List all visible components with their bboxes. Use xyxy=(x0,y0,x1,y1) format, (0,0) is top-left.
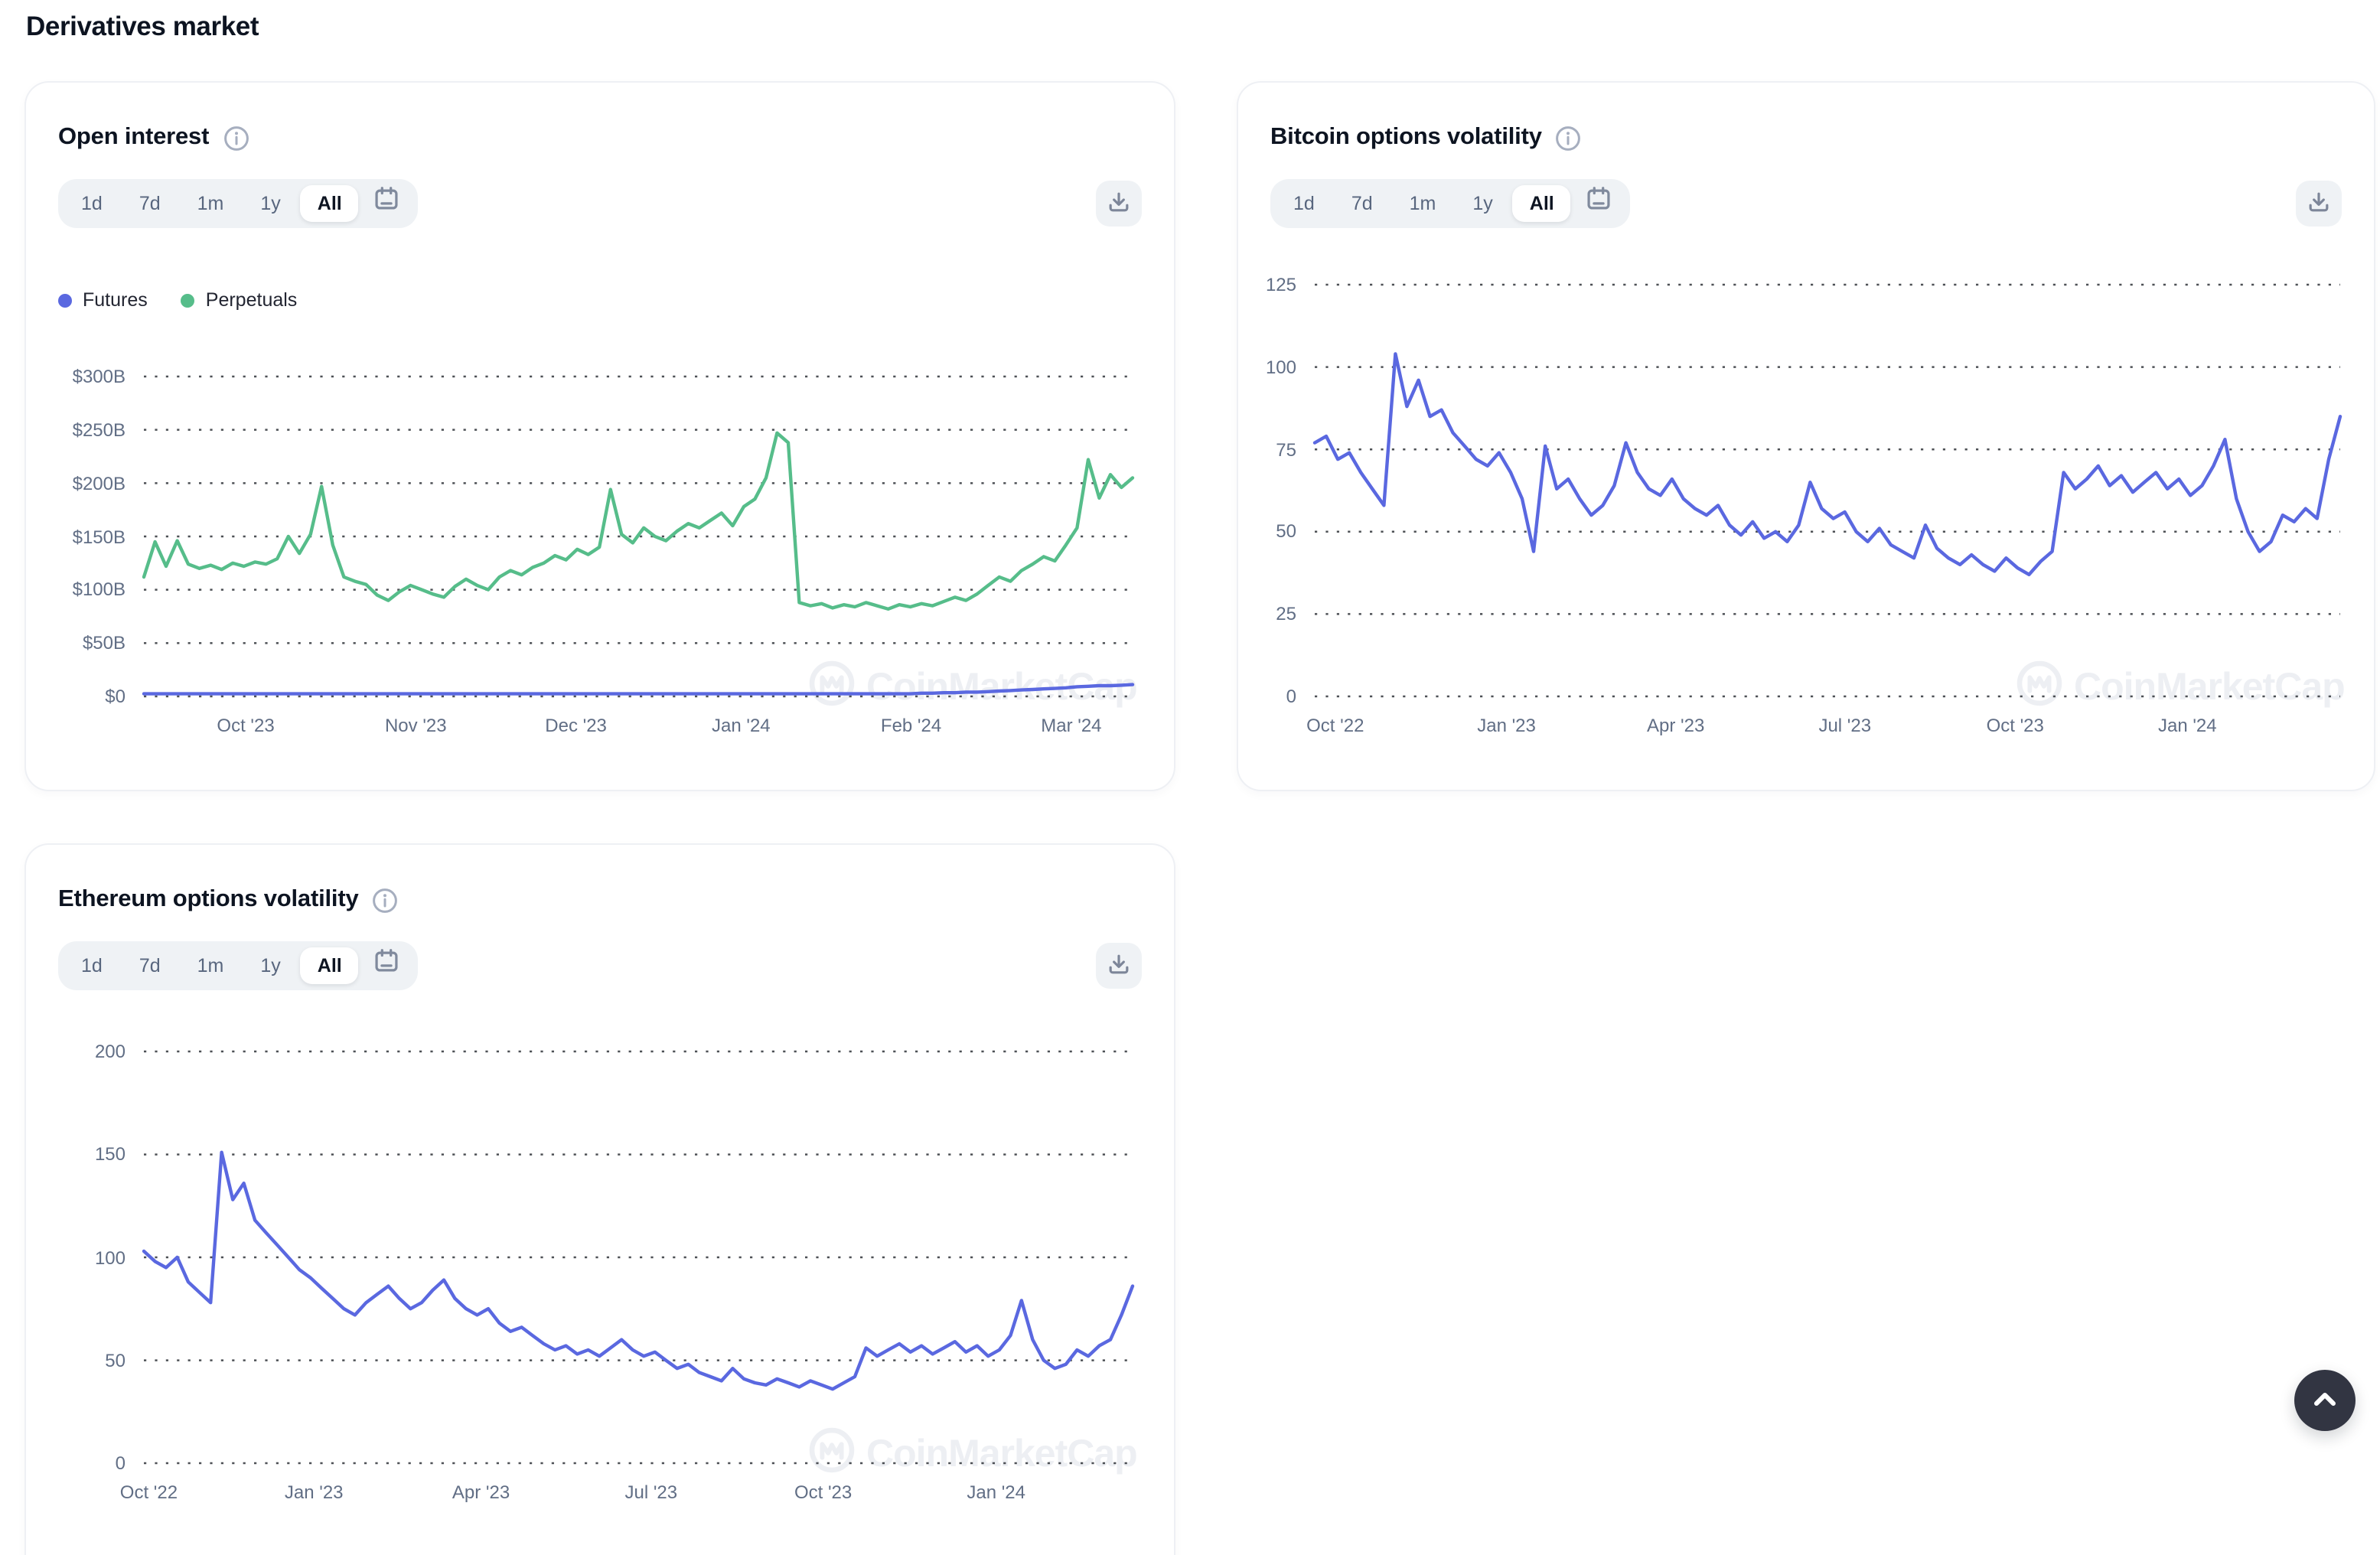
open-interest-card: Open interest 1d 7d 1m 1y All xyxy=(24,81,1175,791)
y-axis-label: $0 xyxy=(105,686,126,707)
x-axis-label: Jul '23 xyxy=(1818,715,1872,736)
x-axis-label: Jan '23 xyxy=(1477,715,1536,736)
x-axis-label: Oct '23 xyxy=(217,715,275,736)
series-line-bitcoin-options-volatility xyxy=(1312,352,2343,576)
x-axis-label: Apr '23 xyxy=(452,1482,510,1503)
y-axis-label: 25 xyxy=(1276,603,1296,625)
page-title: Derivatives market xyxy=(26,11,259,41)
legend-label: Futures xyxy=(83,289,148,311)
x-axis-label: Oct '22 xyxy=(119,1482,178,1503)
card-title: Bitcoin options volatility xyxy=(1270,124,1542,150)
calendar-icon xyxy=(373,183,402,224)
chart-plot[interactable] xyxy=(1312,283,2343,706)
range-button-7d[interactable]: 7d xyxy=(1335,185,1390,222)
download-icon xyxy=(1104,948,1134,983)
range-button-1m[interactable]: 1m xyxy=(181,947,241,984)
x-axis-label: Feb '24 xyxy=(880,715,942,736)
range-button-1y[interactable]: 1y xyxy=(1456,185,1509,222)
range-button-1d[interactable]: 1d xyxy=(64,947,119,984)
range-button-1m[interactable]: 1m xyxy=(181,185,241,222)
y-axis-label: 0 xyxy=(115,1452,126,1474)
ethereum-options-volatility-card: Ethereum options volatility 1d 7d 1m 1y … xyxy=(24,843,1175,1555)
download-icon xyxy=(2303,186,2334,221)
range-button-all[interactable]: All xyxy=(1512,185,1571,222)
range-button-1d[interactable]: 1d xyxy=(64,185,119,222)
x-axis-label: Jan '24 xyxy=(712,715,771,736)
series-line-perpetuals xyxy=(142,431,1135,611)
calendar-button[interactable] xyxy=(362,185,412,222)
y-axis-label: 100 xyxy=(1265,356,1296,378)
calendar-button[interactable] xyxy=(362,947,412,984)
card-title: Ethereum options volatility xyxy=(58,886,359,912)
legend-item-futures[interactable]: Futures xyxy=(58,289,148,311)
time-range-selector: 1d 7d 1m 1y All xyxy=(58,941,419,990)
scroll-to-top-button[interactable] xyxy=(2294,1370,2356,1431)
info-icon[interactable] xyxy=(223,125,249,151)
download-button[interactable] xyxy=(1096,943,1142,989)
range-button-all[interactable]: All xyxy=(300,947,359,984)
legend: Futures Perpetuals xyxy=(58,289,1142,311)
card-title: Open interest xyxy=(58,124,210,150)
range-button-7d[interactable]: 7d xyxy=(122,185,178,222)
chart-plot[interactable] xyxy=(142,375,1135,706)
chevron-up-icon xyxy=(2305,1378,2345,1423)
futures-dot-icon xyxy=(58,293,72,307)
y-axis-label: 0 xyxy=(1286,686,1296,707)
info-icon[interactable] xyxy=(1556,125,1582,151)
range-button-1y[interactable]: 1y xyxy=(243,947,297,984)
time-range-selector: 1d 7d 1m 1y All xyxy=(58,179,419,228)
y-axis-label: 50 xyxy=(1276,520,1296,543)
calendar-button[interactable] xyxy=(1574,185,1625,222)
range-button-1m[interactable]: 1m xyxy=(1393,185,1453,222)
range-button-all[interactable]: All xyxy=(300,185,359,222)
chart-plot[interactable] xyxy=(142,1050,1135,1472)
bitcoin-options-volatility-card: Bitcoin options volatility 1d 7d 1m 1y A… xyxy=(1237,81,2375,791)
legend-item-perpetuals[interactable]: Perpetuals xyxy=(181,289,298,311)
y-axis-label: $100B xyxy=(72,579,126,601)
download-button[interactable] xyxy=(1096,181,1142,227)
x-axis-label: Apr '23 xyxy=(1647,715,1705,736)
time-range-selector: 1d 7d 1m 1y All xyxy=(1270,179,1631,228)
x-axis-label: Mar '24 xyxy=(1041,715,1102,736)
calendar-icon xyxy=(1585,183,1614,224)
x-axis-label: Jan '24 xyxy=(967,1482,1026,1503)
y-axis-label: 75 xyxy=(1276,438,1296,461)
x-axis-label: Dec '23 xyxy=(545,715,607,736)
y-axis-label: $250B xyxy=(72,419,126,441)
y-axis-label: 200 xyxy=(94,1041,126,1062)
ethereum-volatility-chart[interactable]: CoinMarketCap 0 50 100 150 200 Oct '22 Jan '23 A… xyxy=(58,1041,1142,1515)
download-button[interactable] xyxy=(2296,181,2342,227)
range-button-7d[interactable]: 7d xyxy=(122,947,178,984)
bitcoin-volatility-chart[interactable]: CoinMarketCap 0 25 50 75 100 125 Oct '22 Jan '23… xyxy=(1266,274,2346,748)
y-axis-label: 150 xyxy=(94,1143,126,1165)
x-axis-label: Jul '23 xyxy=(624,1482,678,1503)
series-line-ethereum-options-volatility xyxy=(142,1150,1135,1391)
x-axis-label: Oct '23 xyxy=(794,1482,853,1503)
y-axis-label: $200B xyxy=(72,472,126,494)
y-axis-label: 100 xyxy=(94,1247,126,1268)
x-axis-label: Oct '22 xyxy=(1306,715,1364,736)
legend-label: Perpetuals xyxy=(205,289,298,311)
range-button-1d[interactable]: 1d xyxy=(1276,185,1332,222)
calendar-icon xyxy=(373,945,402,986)
y-axis-label: 50 xyxy=(105,1349,126,1371)
info-icon[interactable] xyxy=(373,887,399,913)
y-axis-label: $300B xyxy=(72,366,126,387)
open-interest-chart[interactable]: CoinMarketCap $0 $50B $100B $150B $200B $250B $… xyxy=(58,366,1142,748)
download-icon xyxy=(1104,186,1134,221)
series-line-futures xyxy=(142,683,1135,696)
perpetuals-dot-icon xyxy=(181,293,195,307)
y-axis-label: $150B xyxy=(72,526,126,547)
x-axis-label: Oct '23 xyxy=(1986,715,2044,736)
x-axis-label: Nov '23 xyxy=(384,715,447,736)
x-axis-label: Jan '24 xyxy=(2157,715,2217,736)
range-button-1y[interactable]: 1y xyxy=(243,185,297,222)
y-axis-label: $50B xyxy=(82,632,126,654)
x-axis-label: Jan '23 xyxy=(284,1482,344,1503)
y-axis-label: 125 xyxy=(1265,274,1296,295)
